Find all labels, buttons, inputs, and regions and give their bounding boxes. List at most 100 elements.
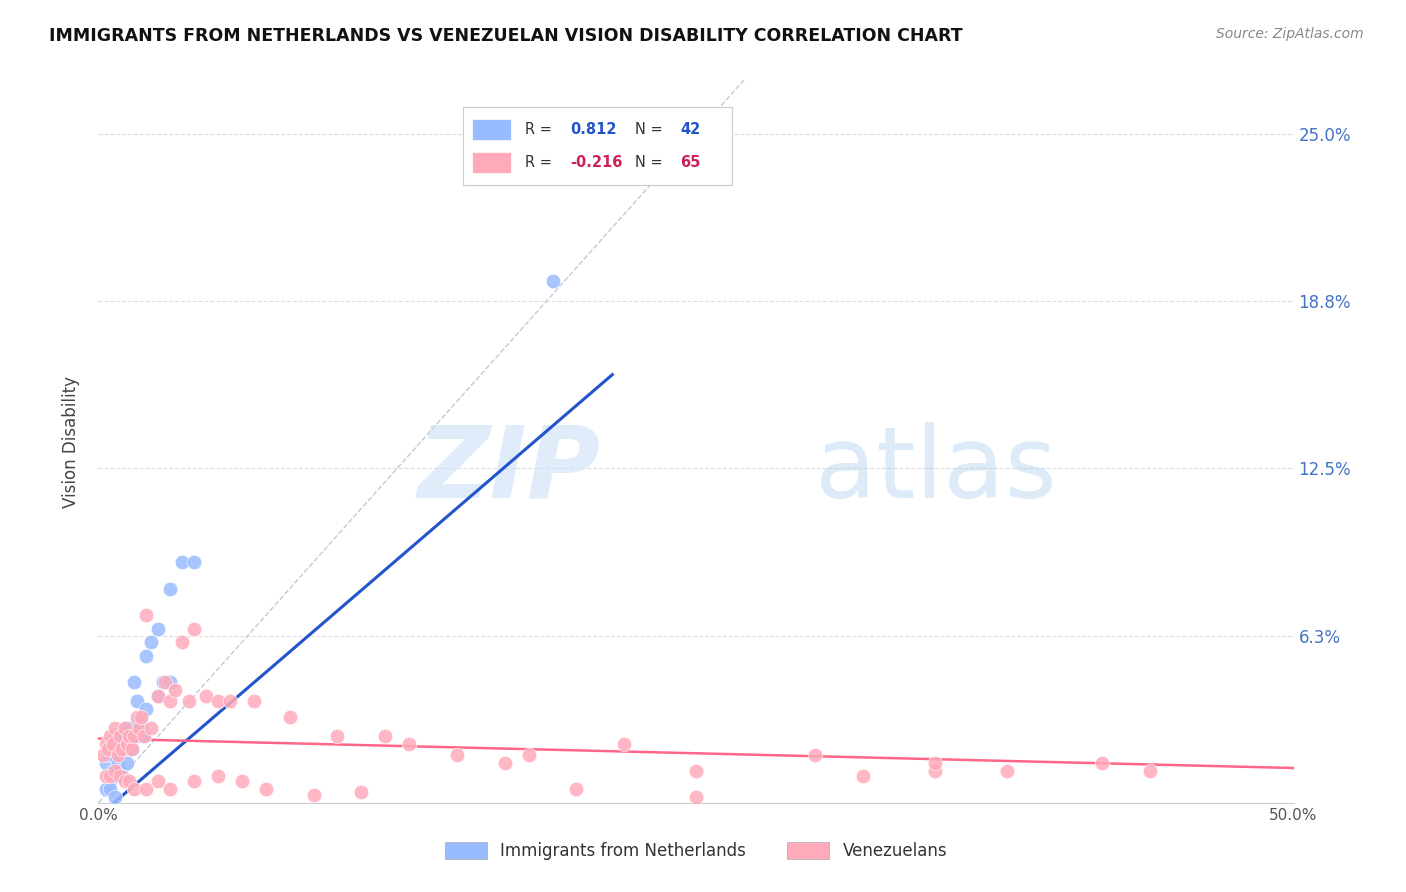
Point bbox=[114, 721, 136, 735]
Point bbox=[104, 721, 127, 735]
Point bbox=[924, 764, 946, 778]
Point bbox=[183, 622, 205, 636]
Point bbox=[148, 689, 170, 703]
Point bbox=[125, 694, 148, 708]
Point bbox=[159, 582, 181, 596]
Point bbox=[159, 675, 181, 690]
Point bbox=[124, 675, 146, 690]
Point bbox=[118, 729, 141, 743]
Point bbox=[118, 721, 141, 735]
Point bbox=[132, 729, 155, 743]
Point bbox=[517, 747, 540, 762]
Point bbox=[124, 782, 146, 797]
Point bbox=[1091, 756, 1114, 770]
Text: 65: 65 bbox=[681, 155, 700, 170]
Point bbox=[172, 635, 194, 649]
Point bbox=[243, 694, 266, 708]
Point bbox=[135, 782, 157, 797]
Point bbox=[135, 648, 157, 663]
Point bbox=[231, 774, 253, 789]
Point bbox=[350, 785, 373, 799]
Point bbox=[121, 742, 143, 756]
Point bbox=[125, 729, 148, 743]
Point bbox=[374, 729, 396, 743]
Point bbox=[107, 756, 129, 770]
Point bbox=[98, 774, 122, 789]
Point bbox=[125, 710, 148, 724]
Point bbox=[101, 747, 124, 762]
Point bbox=[94, 769, 117, 783]
Point bbox=[254, 782, 277, 797]
Point bbox=[104, 764, 127, 778]
Text: R =: R = bbox=[524, 122, 557, 136]
Point bbox=[98, 742, 122, 756]
FancyBboxPatch shape bbox=[463, 107, 733, 185]
Point bbox=[685, 764, 707, 778]
Point bbox=[995, 764, 1018, 778]
Point bbox=[207, 694, 229, 708]
Point bbox=[94, 782, 117, 797]
Point bbox=[1139, 764, 1161, 778]
Point bbox=[565, 782, 588, 797]
Point bbox=[148, 622, 170, 636]
Point bbox=[121, 742, 143, 756]
Point bbox=[139, 721, 162, 735]
Point bbox=[101, 737, 124, 751]
Point bbox=[121, 729, 143, 743]
Point bbox=[104, 790, 127, 805]
Text: ZIP: ZIP bbox=[418, 422, 600, 519]
Point bbox=[98, 769, 122, 783]
Point bbox=[94, 737, 117, 751]
Point bbox=[108, 729, 131, 743]
Point bbox=[148, 774, 170, 789]
Point bbox=[804, 747, 827, 762]
Point bbox=[159, 694, 181, 708]
Point bbox=[541, 274, 564, 288]
Point bbox=[135, 702, 157, 716]
Text: atlas: atlas bbox=[815, 422, 1057, 519]
Point bbox=[115, 742, 138, 756]
Text: -0.216: -0.216 bbox=[571, 155, 623, 170]
Point bbox=[111, 742, 134, 756]
Y-axis label: Vision Disability: Vision Disability bbox=[62, 376, 80, 508]
Text: N =: N = bbox=[636, 155, 668, 170]
Point bbox=[97, 769, 120, 783]
Point bbox=[852, 769, 875, 783]
Point bbox=[124, 729, 146, 743]
Point bbox=[131, 721, 153, 735]
Point bbox=[163, 683, 186, 698]
Point bbox=[108, 764, 131, 778]
Point bbox=[278, 710, 301, 724]
Text: IMMIGRANTS FROM NETHERLANDS VS VENEZUELAN VISION DISABILITY CORRELATION CHART: IMMIGRANTS FROM NETHERLANDS VS VENEZUELA… bbox=[49, 27, 963, 45]
Text: N =: N = bbox=[636, 122, 668, 136]
Point bbox=[172, 555, 194, 569]
Legend: Immigrants from Netherlands, Venezuelans: Immigrants from Netherlands, Venezuelans bbox=[439, 835, 953, 867]
Point bbox=[152, 675, 174, 690]
Point bbox=[398, 737, 420, 751]
Point bbox=[98, 782, 122, 797]
Point bbox=[91, 747, 114, 762]
Point bbox=[107, 747, 129, 762]
Point bbox=[179, 694, 201, 708]
Text: Source: ZipAtlas.com: Source: ZipAtlas.com bbox=[1216, 27, 1364, 41]
Point bbox=[101, 764, 124, 778]
FancyBboxPatch shape bbox=[472, 152, 510, 173]
Point bbox=[159, 782, 181, 797]
Point bbox=[195, 689, 218, 703]
Point bbox=[118, 774, 141, 789]
Point bbox=[115, 756, 138, 770]
Point bbox=[183, 774, 205, 789]
Point bbox=[685, 790, 707, 805]
Text: 0.812: 0.812 bbox=[571, 122, 617, 136]
Point bbox=[114, 774, 136, 789]
FancyBboxPatch shape bbox=[472, 119, 510, 140]
Point bbox=[132, 729, 155, 743]
Point bbox=[446, 747, 468, 762]
Point bbox=[98, 729, 122, 743]
Point bbox=[326, 729, 349, 743]
Point bbox=[114, 721, 136, 735]
Point bbox=[219, 694, 242, 708]
Point bbox=[94, 756, 117, 770]
Point bbox=[207, 769, 229, 783]
Point bbox=[135, 608, 157, 623]
